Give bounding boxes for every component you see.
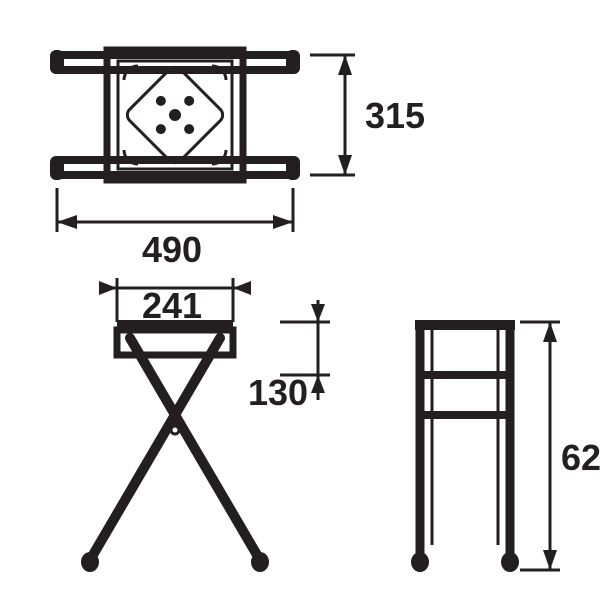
side-view <box>411 320 519 572</box>
dim-241-label: 241 <box>142 285 202 326</box>
technical-drawing: 315 490 241 <box>0 0 600 600</box>
dim-620-label: 620 <box>561 437 600 478</box>
top-view <box>50 50 300 180</box>
dimension-130: 130 <box>248 300 330 413</box>
front-view <box>81 320 269 572</box>
dimension-490: 490 <box>57 188 293 270</box>
dimension-315: 315 <box>310 55 425 175</box>
dim-490-label: 490 <box>142 229 202 270</box>
dimension-241: 241 <box>99 278 251 326</box>
dimension-620: 620 <box>520 322 600 570</box>
dim-315-label: 315 <box>365 95 425 136</box>
dim-130-label: 130 <box>248 372 308 413</box>
